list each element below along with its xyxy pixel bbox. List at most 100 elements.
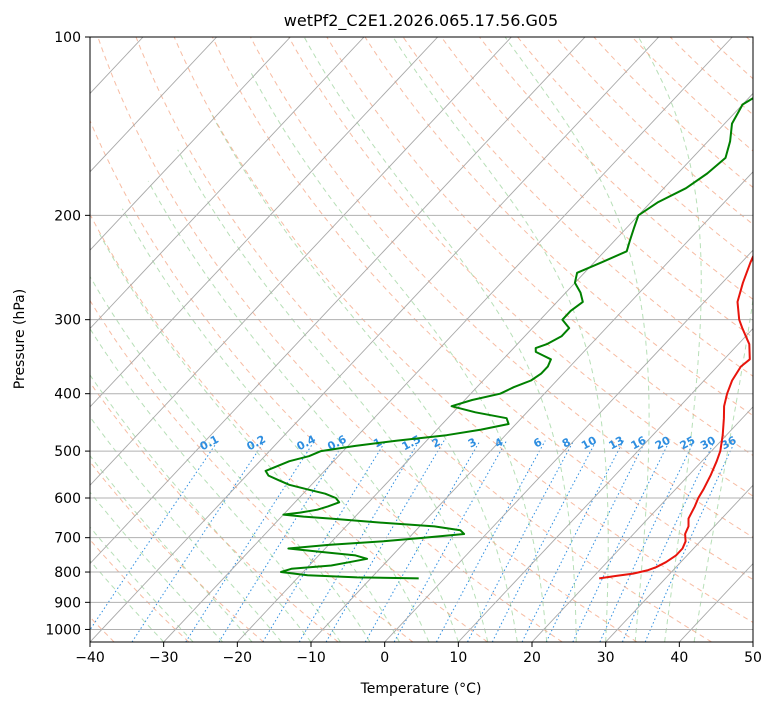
- x-tick-label: 20: [523, 650, 541, 666]
- dry-adiabat: [631, 37, 753, 152]
- mixing-ratio-line: [435, 440, 546, 642]
- isotherm--120: [0, 37, 69, 642]
- mixing-ratio-line: [364, 440, 481, 642]
- y-tick-label: 600: [54, 491, 81, 507]
- mixing-ratio-line: [521, 440, 624, 642]
- mixing-ratio-label: 6: [531, 435, 544, 450]
- x-tick-label: 30: [597, 650, 615, 666]
- isotherm-30: [605, 484, 753, 642]
- dry-adiabat: [402, 37, 753, 377]
- mixing-ratio-line: [218, 440, 346, 642]
- moist-adiabat: [90, 526, 194, 642]
- moist-adiabat: [90, 454, 253, 642]
- isotherm--20: [237, 92, 753, 642]
- isotherm-0: [384, 249, 753, 642]
- mixing-ratio-line: [572, 440, 671, 642]
- moist-adiabats: [90, 37, 753, 642]
- x-tick-label: −10: [296, 650, 326, 666]
- x-tick-label: −40: [75, 650, 105, 666]
- y-tick-label: 1000: [45, 622, 81, 638]
- y-tick-label: 700: [54, 531, 81, 547]
- x-axis-label: Temperature (°C): [360, 681, 482, 697]
- mixing-ratio-line: [185, 440, 316, 642]
- moist-adiabat: [250, 72, 548, 642]
- mixing-ratio-line: [545, 440, 646, 642]
- isotherm--70: [90, 37, 439, 408]
- temperature-line: [599, 254, 753, 580]
- isobar-grid: [90, 37, 753, 630]
- mixing-ratio-line: [599, 440, 695, 642]
- mixing-ratio-label: 0.1: [198, 433, 221, 454]
- plot-frame: [89, 36, 754, 643]
- y-tick-label: 500: [54, 444, 81, 460]
- moist-adiabat: [90, 275, 371, 642]
- mixing-ratio-line: [262, 440, 387, 642]
- dry-adiabat: [90, 213, 488, 642]
- moist-adiabat: [90, 416, 282, 642]
- y-tick-label: 800: [54, 565, 81, 581]
- dry-adiabat: [479, 37, 753, 300]
- isotherm--30: [163, 37, 733, 642]
- isotherm--40: [90, 37, 660, 642]
- x-tick-label: 10: [449, 650, 467, 666]
- moist-adiabat: [121, 208, 430, 642]
- dry-adiabat: [326, 37, 753, 457]
- y-tick-label: 400: [54, 387, 81, 403]
- dry-adiabat: [746, 37, 753, 44]
- mixing-ratio-label: 8: [560, 435, 573, 450]
- isotherm-40: [679, 562, 753, 642]
- moist-adiabat: [90, 491, 223, 642]
- dry-adiabat: [173, 37, 753, 624]
- isotherm--90: [90, 37, 291, 251]
- x-tick-label: 0: [380, 650, 389, 666]
- dry-adiabat: [135, 37, 712, 642]
- mixing-ratio-line: [621, 440, 716, 642]
- dewpoint-line: [264, 97, 753, 580]
- isotherm--50: [90, 37, 586, 565]
- sounding-series: [264, 97, 753, 580]
- isotherm-10: [458, 327, 753, 642]
- y-tick-label: 100: [54, 30, 81, 46]
- contour-labels: 0.1 0.2 0.4 0.6 1 1.5 2 3 4 6 8 10 13 16 20 25 30 36: [198, 433, 739, 454]
- isotherm-50: [752, 641, 753, 642]
- dry-adiabat: [90, 538, 190, 642]
- y-tick-label: 300: [54, 313, 81, 329]
- isotherm--10: [310, 171, 753, 642]
- moist-adiabat: [392, 37, 609, 642]
- moist-adiabat: [90, 559, 165, 642]
- mixing-ratio-label: 20: [653, 434, 673, 453]
- dry-adiabat: [669, 37, 753, 116]
- isotherm--60: [90, 37, 512, 486]
- y-axis-ticks: 100 200 300 400 500 600 700 800 900 1000: [45, 30, 90, 638]
- y-tick-label: 200: [54, 208, 81, 224]
- dry-adiabat: [97, 37, 638, 642]
- moist-adiabat: [147, 180, 459, 642]
- x-tick-label: −20: [223, 650, 253, 666]
- moist-adiabat: [90, 327, 341, 642]
- mixing-ratio-label: 0.4: [295, 433, 319, 454]
- isotherm--100: [90, 37, 218, 173]
- moist-adiabat: [504, 37, 650, 642]
- dry-adiabat: [90, 299, 414, 642]
- x-tick-label: −30: [149, 650, 179, 666]
- moist-adiabat: [637, 37, 702, 642]
- mixing-ratio-lines: [90, 440, 736, 642]
- mixing-ratio-line: [467, 440, 575, 642]
- dry-adiabat: [364, 37, 753, 417]
- mixing-ratio-label: 25: [678, 434, 698, 453]
- plot-area: 0.1 0.2 0.4 0.6 1 1.5 2 3 4 6 8 10 13 16 20 25 30 36: [0, 37, 753, 642]
- mixing-ratio-line: [644, 440, 736, 642]
- moist-adiabat: [90, 374, 312, 642]
- moist-adiabat: [693, 296, 753, 642]
- dry-adiabat: [90, 381, 339, 642]
- mixing-ratio-label: 13: [607, 434, 627, 453]
- isotherms: [0, 37, 753, 642]
- isotherm--80: [90, 37, 365, 330]
- x-tick-label: 40: [670, 650, 688, 666]
- dry-adiabat: [90, 119, 563, 642]
- dry-adiabat: [708, 37, 753, 80]
- y-axis-label: Pressure (hPa): [12, 289, 28, 389]
- x-axis-ticks: −40 −30 −20 −10 0 10 20 30 40 50: [75, 642, 762, 666]
- mixing-ratio-line: [298, 440, 420, 642]
